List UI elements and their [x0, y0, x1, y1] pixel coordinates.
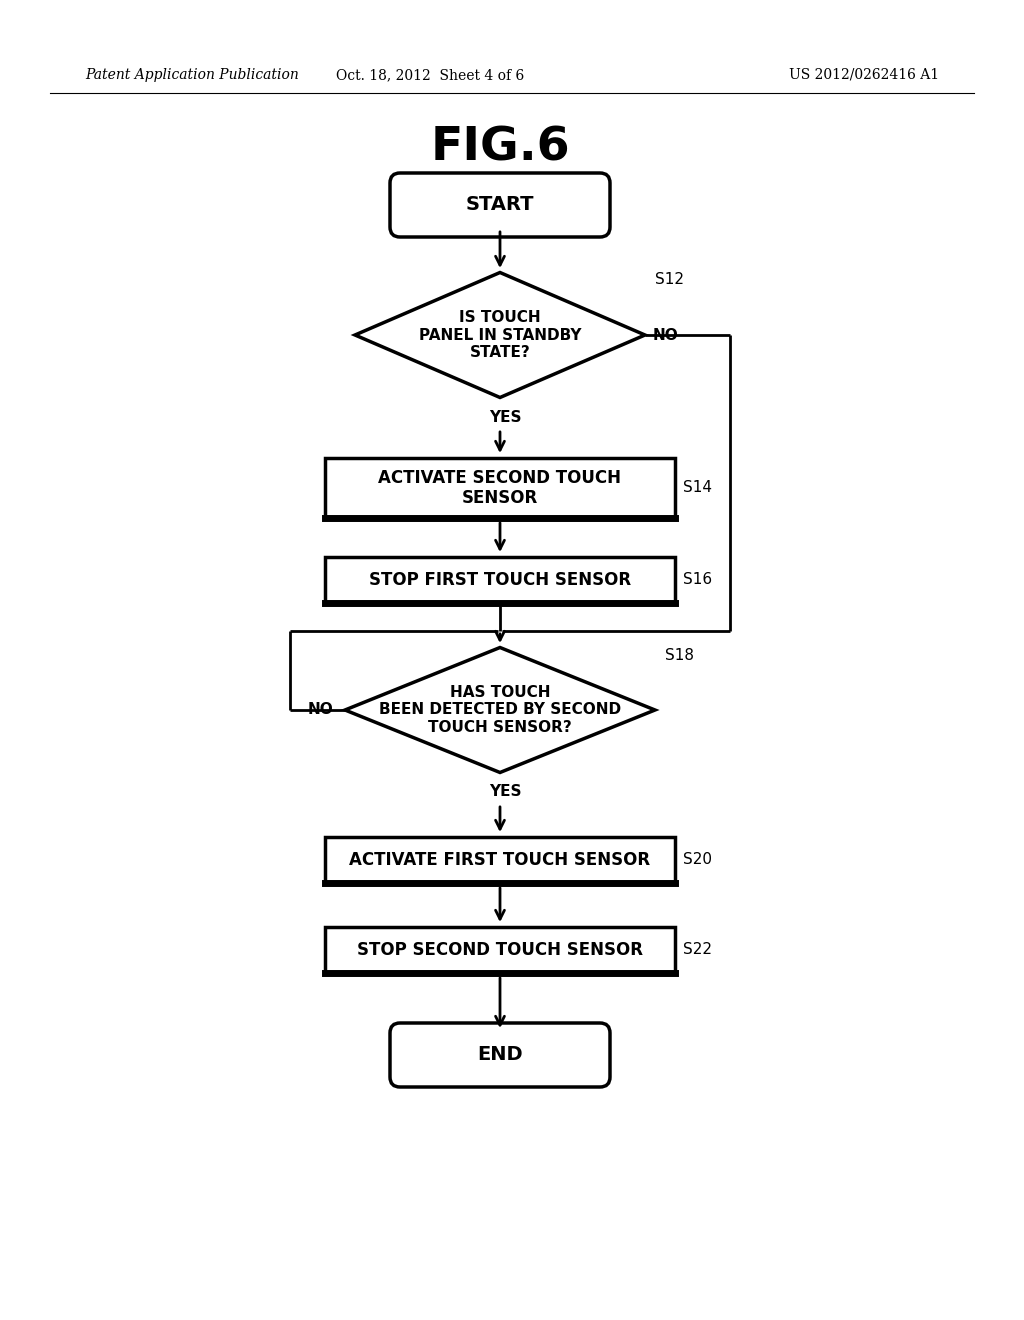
Text: STOP FIRST TOUCH SENSOR: STOP FIRST TOUCH SENSOR — [369, 572, 631, 589]
Polygon shape — [355, 272, 645, 397]
Text: US 2012/0262416 A1: US 2012/0262416 A1 — [788, 69, 939, 82]
Text: IS TOUCH
PANEL IN STANDBY
STATE?: IS TOUCH PANEL IN STANDBY STATE? — [419, 310, 582, 360]
Bar — [325, 557, 675, 603]
Bar — [325, 458, 675, 517]
Text: STOP SECOND TOUCH SENSOR: STOP SECOND TOUCH SENSOR — [357, 941, 643, 960]
Text: NO: NO — [307, 702, 333, 718]
Text: ACTIVATE SECOND TOUCH
SENSOR: ACTIVATE SECOND TOUCH SENSOR — [379, 469, 622, 507]
Text: FIG.6: FIG.6 — [430, 125, 569, 170]
Text: S16: S16 — [683, 573, 712, 587]
Polygon shape — [345, 648, 655, 772]
Bar — [325, 837, 675, 883]
FancyBboxPatch shape — [390, 1023, 610, 1086]
Text: S18: S18 — [665, 648, 694, 663]
Text: ACTIVATE FIRST TOUCH SENSOR: ACTIVATE FIRST TOUCH SENSOR — [349, 851, 650, 869]
Text: Patent Application Publication: Patent Application Publication — [85, 69, 299, 82]
Text: HAS TOUCH
BEEN DETECTED BY SECOND
TOUCH SENSOR?: HAS TOUCH BEEN DETECTED BY SECOND TOUCH … — [379, 685, 622, 735]
Text: YES: YES — [488, 784, 521, 800]
Text: Oct. 18, 2012  Sheet 4 of 6: Oct. 18, 2012 Sheet 4 of 6 — [336, 69, 524, 82]
Bar — [325, 927, 675, 973]
Text: S22: S22 — [683, 942, 712, 957]
Text: S14: S14 — [683, 480, 712, 495]
Text: YES: YES — [488, 409, 521, 425]
Text: END: END — [477, 1045, 523, 1064]
Text: START: START — [466, 195, 535, 214]
FancyBboxPatch shape — [390, 173, 610, 238]
Text: S20: S20 — [683, 853, 712, 867]
Text: NO: NO — [653, 327, 679, 342]
Text: S12: S12 — [655, 272, 684, 288]
